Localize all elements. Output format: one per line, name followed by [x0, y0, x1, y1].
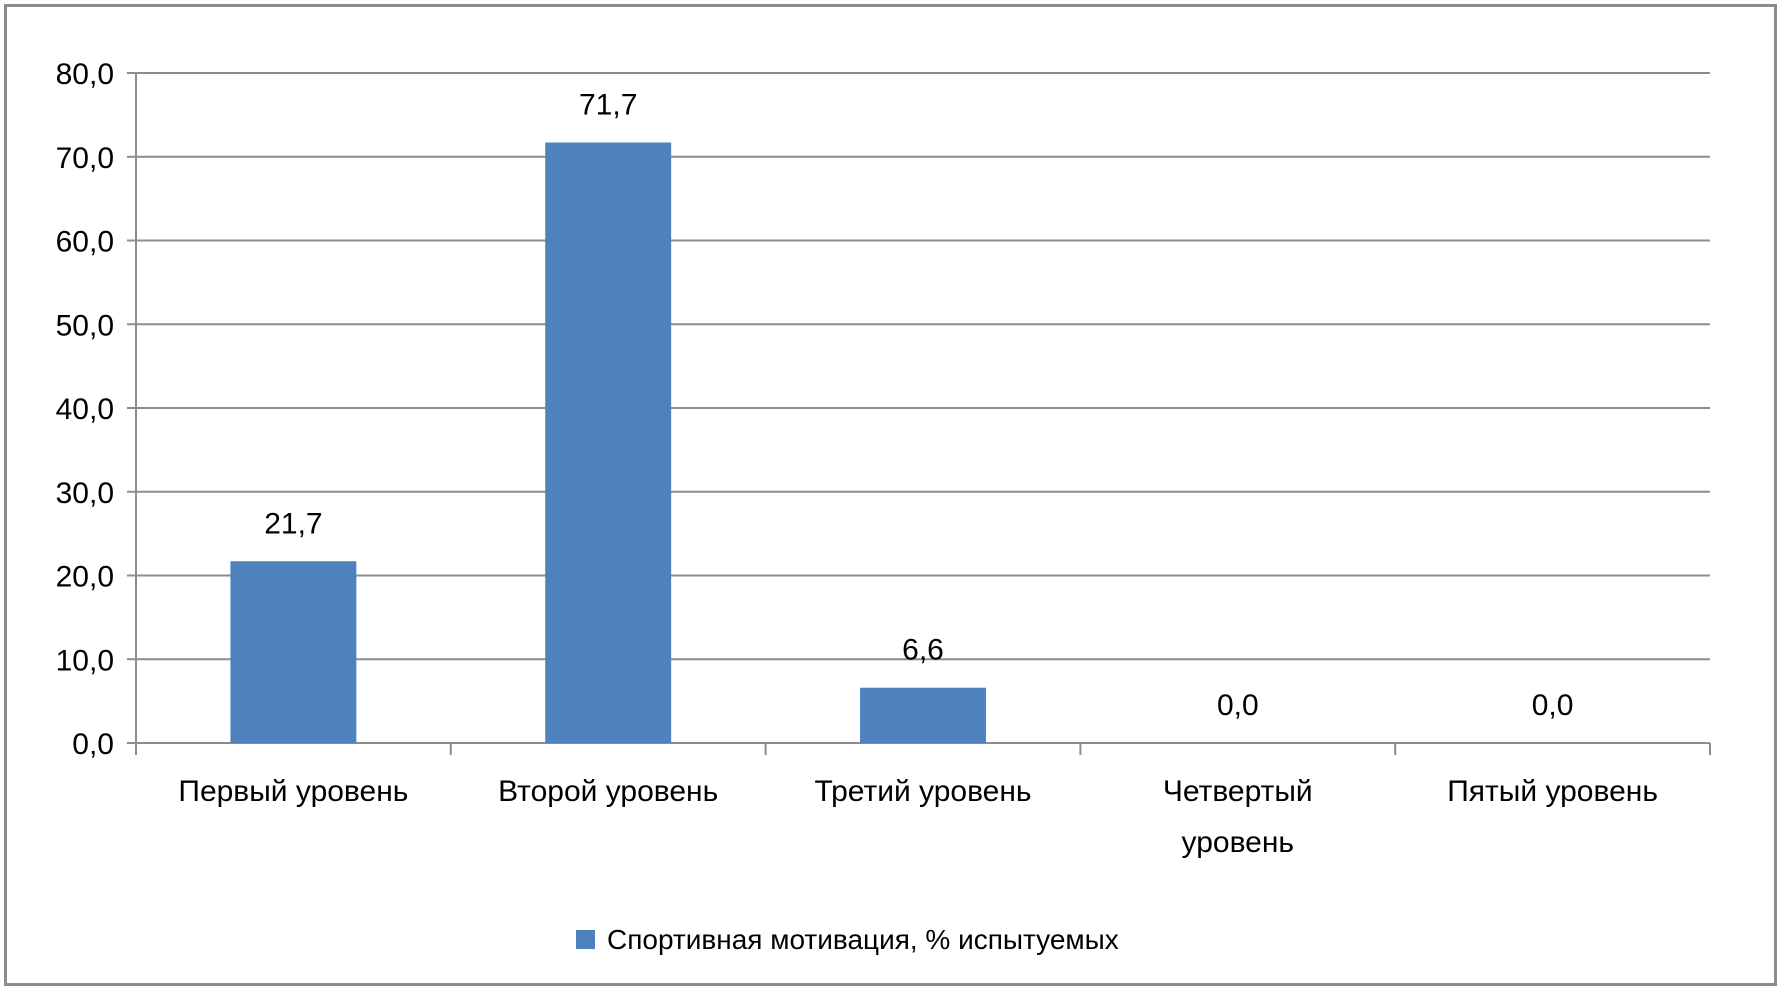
bar: [860, 687, 986, 743]
data-label: 0,0: [1217, 689, 1259, 722]
x-tick-label: Пятый уровень: [1447, 775, 1658, 808]
legend-swatch: [576, 930, 595, 949]
x-tick-label: Третий уровень: [814, 775, 1031, 808]
data-label: 0,0: [1532, 689, 1574, 722]
y-tick-label: 30,0: [56, 477, 114, 510]
bar: [545, 142, 672, 743]
y-tick-label: 80,0: [56, 58, 114, 91]
chart-frame: 0,0 10,0 20,0 30,0 40,0 50,0 60,0 70,0 80,0 21,7 П…: [4, 4, 1777, 986]
data-label: 6,6: [902, 634, 944, 667]
y-tick-label: 70,0: [56, 142, 114, 175]
legend-label: Спортивная мотивация, % испытуемых: [607, 924, 1119, 955]
y-tick-label: 40,0: [56, 393, 114, 426]
x-tick-label: Первый уровень: [178, 775, 408, 808]
bar: [230, 561, 357, 743]
y-tick-label: 60,0: [56, 226, 114, 259]
y-tick-label: 0,0: [72, 728, 114, 761]
data-label: 71,7: [579, 89, 637, 122]
x-tick-label: Второй уровень: [498, 775, 718, 808]
data-label: 21,7: [264, 507, 322, 540]
x-tick-label: уровень: [1182, 826, 1295, 859]
y-tick-label: 50,0: [56, 309, 114, 342]
y-tick-label: 20,0: [56, 561, 114, 594]
x-tick-label: Четвертый: [1163, 775, 1313, 808]
y-tick-label: 10,0: [56, 644, 114, 677]
bar-chart: 0,0 10,0 20,0 30,0 40,0 50,0 60,0 70,0 80,0 21,7 П…: [56, 58, 1711, 955]
